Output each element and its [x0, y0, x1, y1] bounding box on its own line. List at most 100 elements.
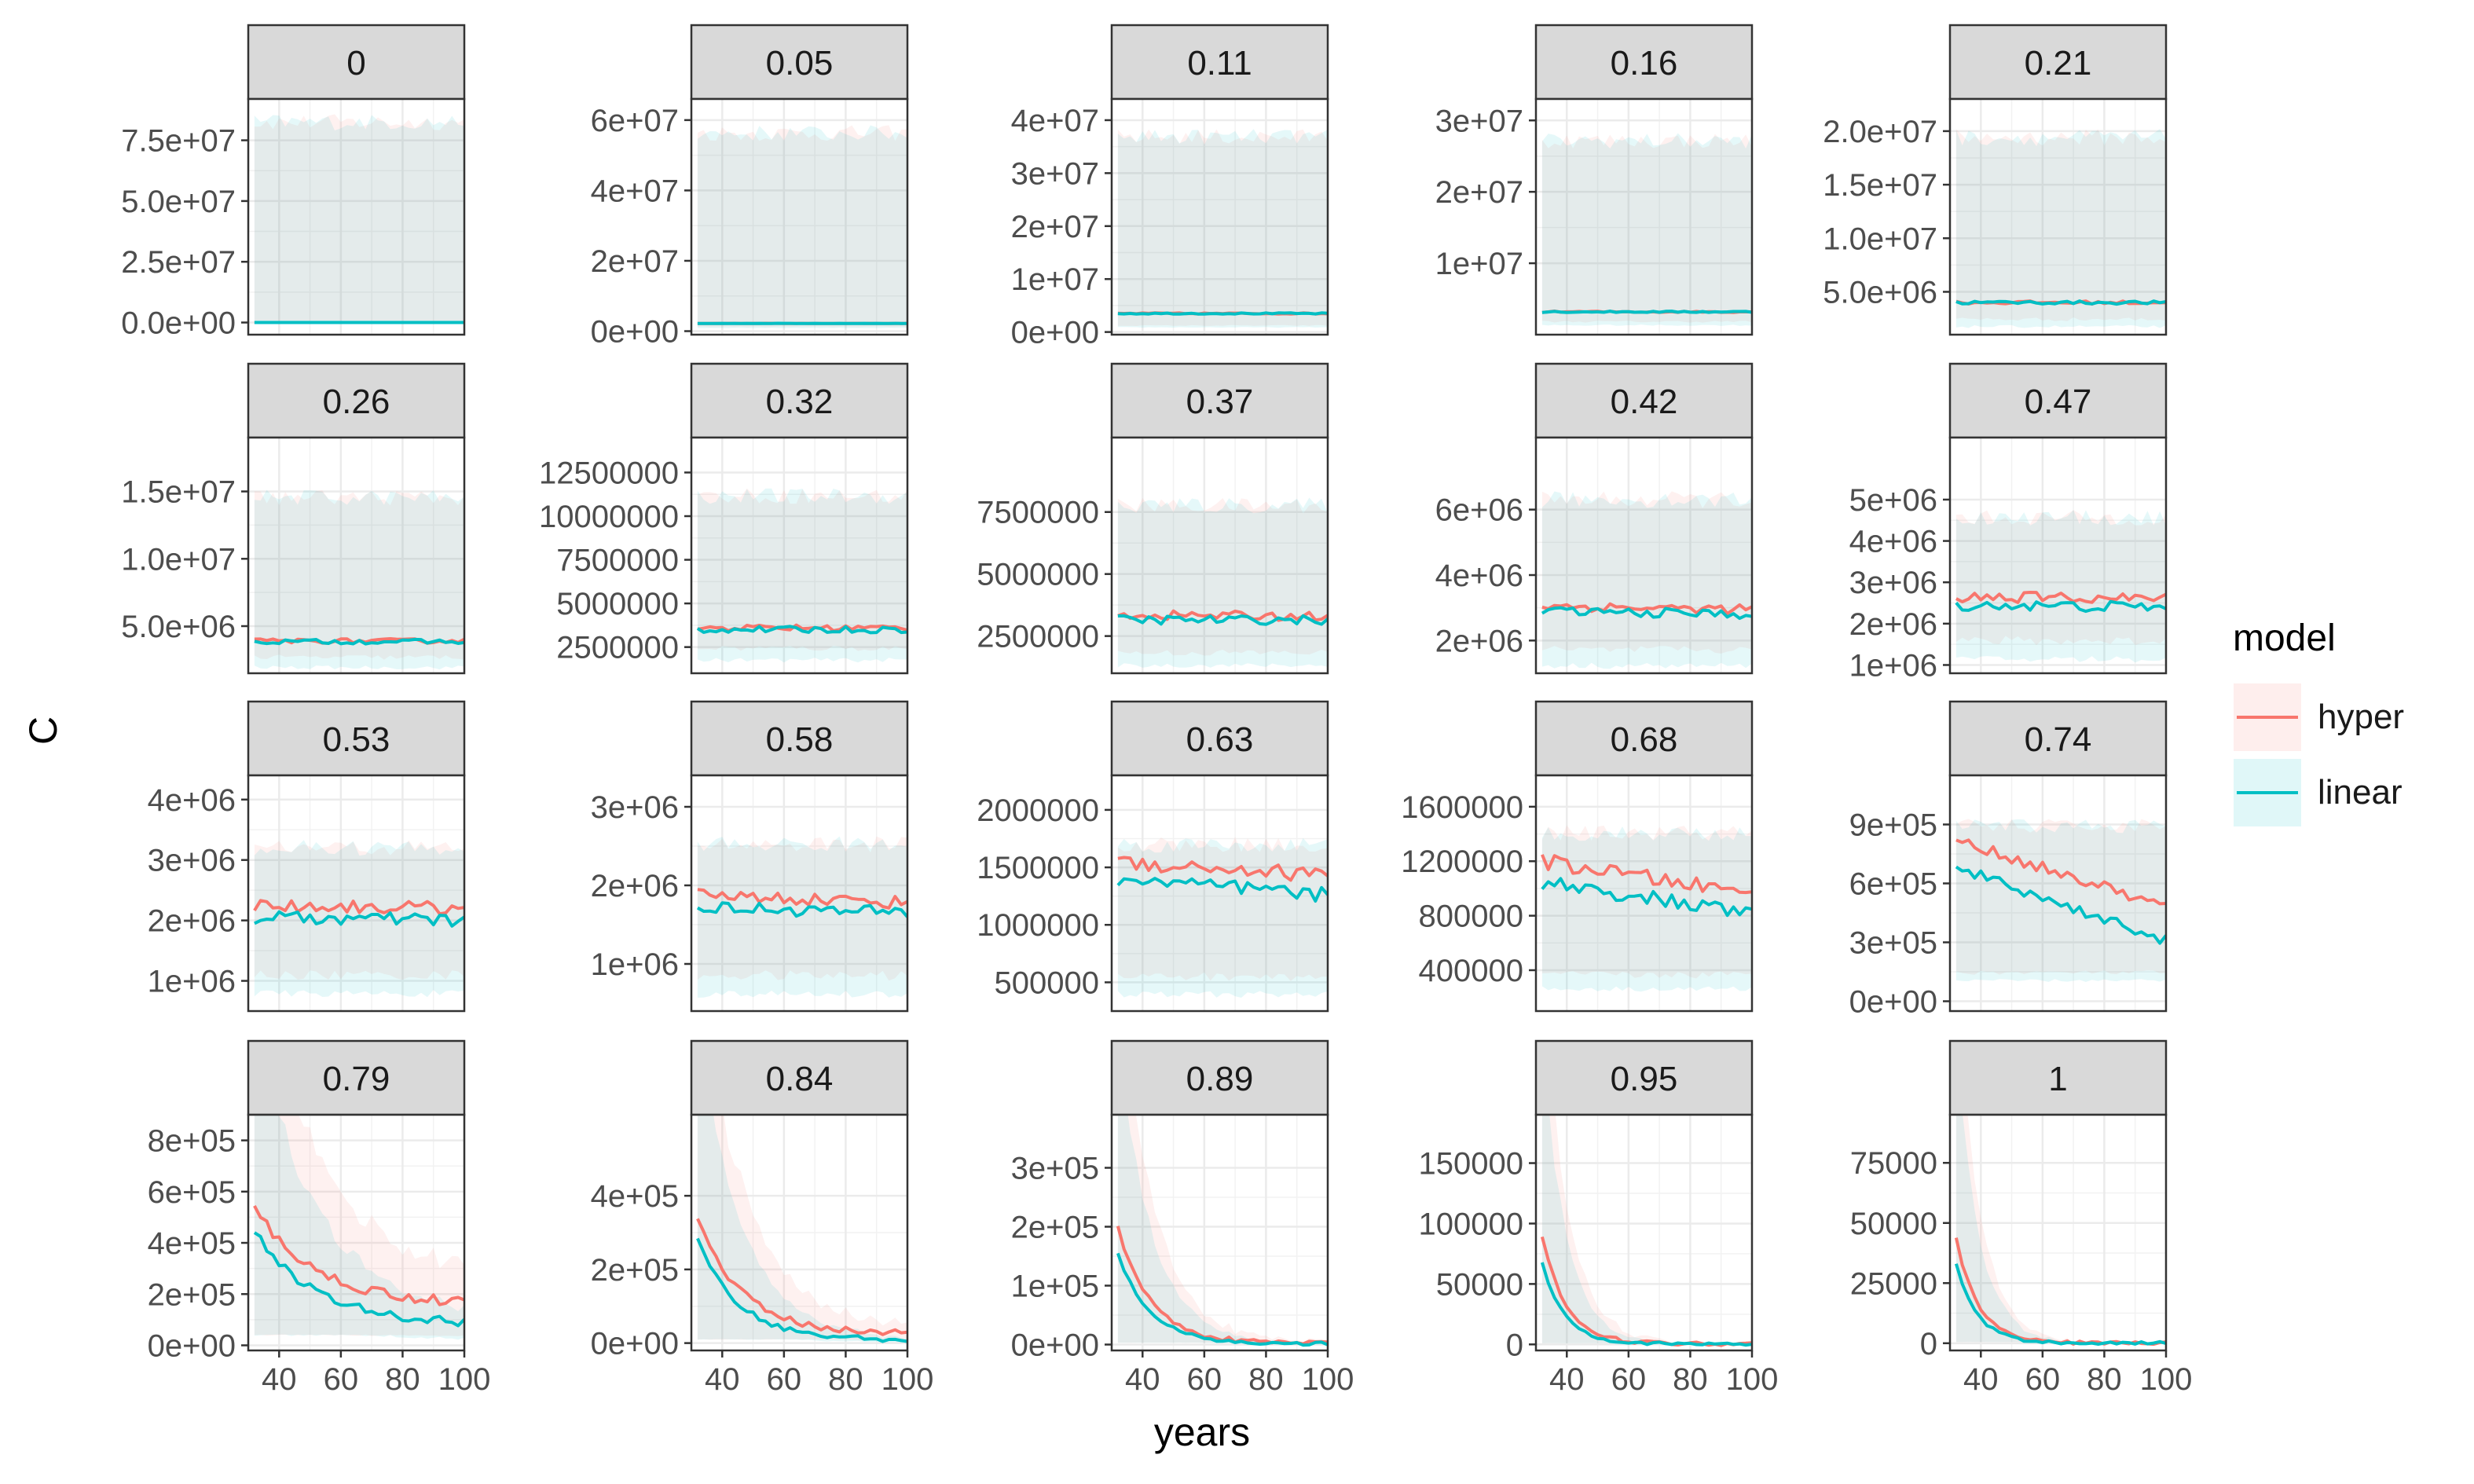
y-axis-title: C	[21, 716, 65, 745]
y-tick-label: 2000000	[977, 793, 1099, 828]
panel-plot-area	[691, 1115, 907, 1350]
series-line-hyper	[1541, 602, 1752, 615]
series-line-linear	[1117, 614, 1328, 626]
series-line-linear	[1116, 877, 1328, 903]
y-tick-label: 5000000	[556, 587, 679, 621]
y-tick-label: 6e+05	[148, 1175, 236, 1210]
facet-strip	[247, 700, 466, 777]
y-tick-label: 1e+07	[1435, 247, 1523, 281]
x-tick-label: 40	[1549, 1362, 1585, 1397]
x-tick-label: 40	[1963, 1362, 1999, 1397]
y-tick-label: 500000	[995, 966, 1099, 1000]
ribbon-linear	[1117, 837, 1328, 998]
ribbon-hyper	[697, 836, 907, 981]
ribbon-hyper	[1117, 129, 1328, 326]
x-tick-label: 80	[1248, 1362, 1284, 1397]
legend-item-linear: linear	[2234, 759, 2403, 826]
panel-plot-area	[1536, 438, 1752, 673]
ribbon-linear	[254, 840, 464, 998]
facet-panel-0-58: 0.58 1e+06 2e+06 3e+06	[591, 700, 909, 1013]
legend-label-linear: linear	[2318, 773, 2403, 812]
y-tick-label: 2e+06	[1435, 624, 1523, 658]
facet-panel-0: 0 0.0e+00 2.5e+07 5.0e+07 7.5e+07	[121, 24, 466, 341]
y-tick-label: 800000	[1419, 900, 1523, 934]
facet-strip-label: 0.68	[1611, 720, 1678, 759]
series-line-hyper	[253, 899, 464, 916]
series-line-hyper	[1117, 856, 1328, 882]
facet-panel-0-11: 0.11 0e+00 1e+07 2e+07 3e+07 4e+07	[1011, 24, 1329, 350]
x-tick-label: 60	[1611, 1362, 1647, 1397]
panel-border	[1948, 774, 2168, 1013]
y-tick-label: 0e+00	[591, 315, 679, 350]
panel-background	[1536, 99, 1752, 335]
y-tick-label: 2e+06	[1849, 607, 1937, 642]
facet-strip-label: 0.53	[323, 720, 390, 759]
ribbon-hyper	[254, 1115, 464, 1336]
y-tick-label: 2500000	[556, 631, 679, 665]
panel-background	[1536, 775, 1752, 1011]
facet-strip-label: 0.37	[1186, 383, 1254, 421]
y-tick-label: 0e+00	[1011, 1328, 1099, 1363]
y-tick-label: 0e+00	[148, 1328, 236, 1363]
panel-background	[248, 438, 464, 673]
y-tick-label: 1e+06	[1849, 648, 1937, 683]
y-tick-label: 2e+06	[148, 904, 236, 939]
facet-strip	[1948, 700, 2168, 777]
facet-strip-label: 0.42	[1611, 383, 1678, 421]
ribbon-linear	[697, 488, 907, 663]
y-tick-label: 5.0e+06	[1823, 275, 1937, 310]
y-tick-label: 3e+06	[1849, 566, 1937, 600]
facet-strip-label: 0.89	[1186, 1060, 1254, 1098]
facet-strip-label: 0.74	[2025, 720, 2092, 759]
x-tick-label: 60	[2025, 1362, 2061, 1397]
panel-plot-area	[1112, 1115, 1328, 1350]
panel-border	[1534, 1113, 1754, 1352]
y-tick-label: 150000	[1419, 1147, 1523, 1182]
y-tick-label: 400000	[1419, 954, 1523, 988]
y-tick-label: 7.5e+07	[121, 124, 236, 159]
x-tick-label: 40	[262, 1362, 297, 1397]
ribbon-linear	[1117, 497, 1328, 668]
panel-border	[1534, 774, 1754, 1013]
panel-plot-area	[248, 99, 464, 335]
panel-plot-area	[1112, 99, 1328, 335]
series-line-hyper	[1955, 838, 2166, 906]
panel-plot-area	[691, 775, 907, 1011]
ribbon-linear	[1541, 133, 1752, 326]
panel-plot-area	[1112, 775, 1328, 1011]
panel-background	[691, 775, 907, 1011]
y-tick-label: 2e+05	[148, 1277, 236, 1312]
facet-panel-0-37: 0.37 2500000 5000000 7500000	[977, 362, 1329, 675]
facet-strip-label: 0.21	[2025, 44, 2092, 82]
series-line-linear	[1541, 877, 1752, 918]
y-tick-label: 75000	[1850, 1146, 1937, 1181]
series-line-hyper	[697, 888, 907, 910]
panel-border	[1110, 436, 1329, 675]
panel-plot-area	[248, 1115, 464, 1350]
panel-plot-area	[1536, 1115, 1752, 1350]
y-tick-label: 1.0e+07	[1823, 222, 1937, 256]
facet-strip-label: 0.11	[1187, 44, 1252, 82]
y-tick-label: 3e+06	[591, 790, 679, 825]
y-tick-label: 1.5e+07	[1823, 168, 1937, 203]
panel-border	[690, 774, 909, 1013]
panel-border	[247, 774, 466, 1013]
facet-panel-0-53: 0.53 1e+06 2e+06 3e+06 4e+06	[148, 700, 466, 1013]
panel-border	[1110, 1113, 1329, 1352]
y-tick-label: 2e+07	[1435, 175, 1523, 210]
series-line-hyper	[1117, 609, 1328, 622]
panel-background	[1950, 1115, 2166, 1350]
panel-plot-area	[248, 438, 464, 673]
facet-strip-label: 0.58	[766, 720, 834, 759]
facet-panel-0-05: 0.05 0e+00 2e+07 4e+07 6e+07	[591, 24, 909, 350]
series-line-linear	[696, 1237, 907, 1343]
facet-strip-label: 0.26	[323, 383, 390, 421]
ribbon-linear	[1955, 819, 2166, 982]
facet-panels: 0 0.0e+00 2.5e+07 5.0e+07 7.5e+07 0.05 0e+00 2e…	[121, 24, 2192, 1397]
y-tick-label: 1200000	[1401, 845, 1523, 879]
y-tick-label: 1.5e+07	[121, 475, 236, 510]
panel-plot-area	[1950, 99, 2166, 335]
legend-label-hyper: hyper	[2318, 698, 2404, 736]
series-line-linear	[696, 901, 907, 918]
x-tick-label: 60	[1187, 1362, 1222, 1397]
